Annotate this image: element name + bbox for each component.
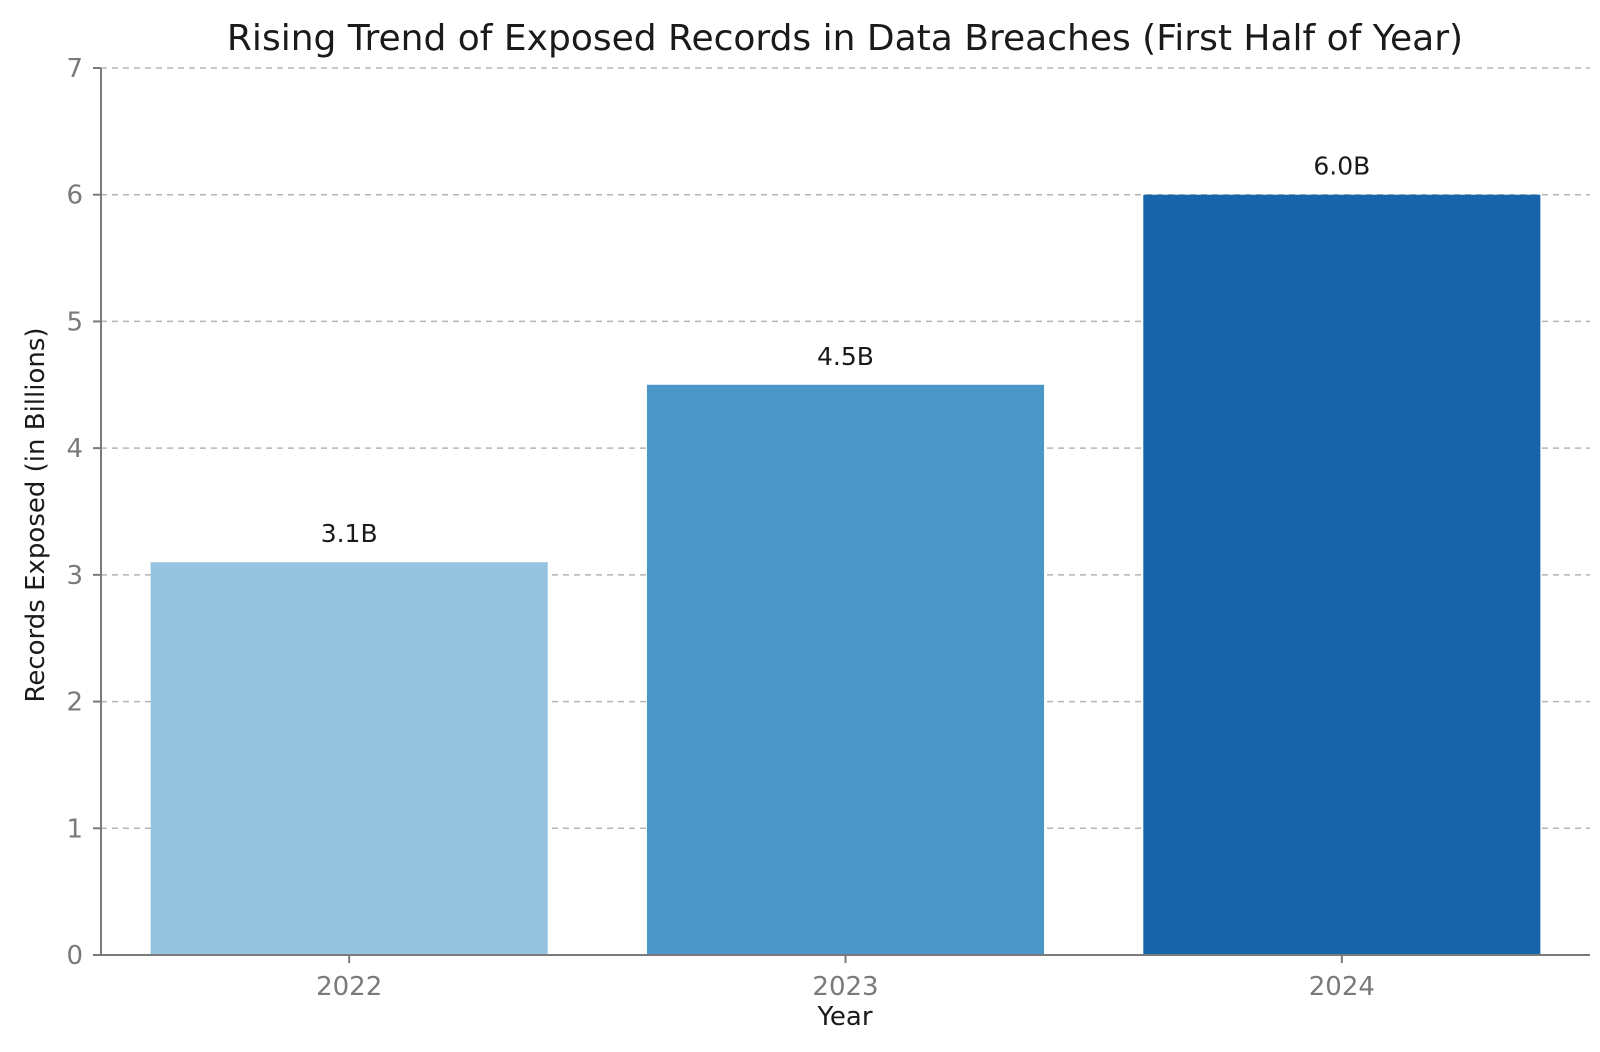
- y-tick-label-7: 7: [66, 54, 83, 84]
- bar-2023: [646, 384, 1045, 955]
- y-tick-label-0: 0: [66, 941, 83, 971]
- y-tick-label-4: 4: [66, 434, 83, 464]
- y-tick-label-5: 5: [66, 307, 83, 337]
- value-label-2022: 3.1B: [321, 519, 378, 548]
- y-tick-label-3: 3: [66, 561, 83, 591]
- chart-title: Rising Trend of Exposed Records in Data …: [227, 18, 1463, 59]
- bar-2024: [1143, 194, 1541, 955]
- value-label-2024: 6.0B: [1313, 152, 1370, 181]
- labels: 0 1 2 3 4 5 6 7 2022 3.1B 2023 4.5B 2024 6.0B: [66, 54, 1374, 1002]
- bars: [150, 194, 1541, 955]
- value-label-2023: 4.5B: [817, 342, 874, 371]
- x-axis-label: Year: [816, 1002, 872, 1032]
- y-tick-label-1: 1: [66, 814, 83, 844]
- x-tick-label-2024: 2024: [1309, 972, 1375, 1002]
- bar-2022: [150, 562, 548, 955]
- y-tick-label-2: 2: [66, 688, 83, 718]
- x-tick-label-2022: 2022: [316, 972, 382, 1002]
- y-axis-label: Records Exposed (in Billions): [21, 327, 51, 702]
- y-tick-label-6: 6: [66, 181, 83, 211]
- x-tick-label-2023: 2023: [812, 972, 878, 1002]
